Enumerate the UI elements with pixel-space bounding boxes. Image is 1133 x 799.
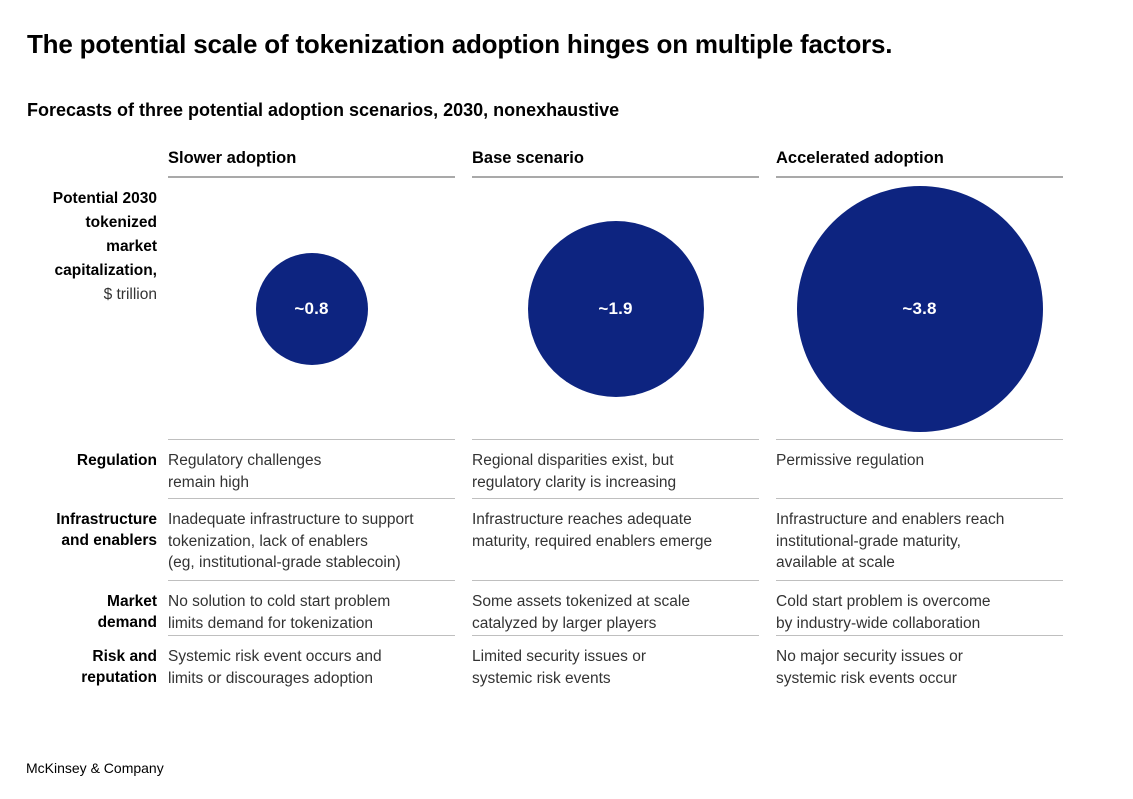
mckinsey-company-logo: McKinsey & Company [26,760,164,776]
cell-market-demand-base: Some assets tokenized at scale catalyzed… [472,580,759,634]
column-header-accelerated-adoption: Accelerated adoption [776,149,1063,178]
cell-regulation-accelerated: Permissive regulation [776,439,1063,472]
value-axis-label: Potential 2030 tokenized market capitali… [20,187,157,307]
cell-regulation-base: Regional disparities exist, but regulato… [472,439,759,493]
factor-label-infrastructure: Infrastructure and enablers [56,511,157,549]
value-axis-label-main: Potential 2030 tokenized market capitali… [52,190,157,279]
cell-infrastructure-slower: Inadequate infrastructure to support tok… [168,498,455,574]
value-axis-unit: $ trillion [103,286,157,303]
bubble-area-base-scenario: ~1.9 [472,179,759,439]
factor-label-regulation: Regulation [76,452,157,469]
cell-market-demand-slower: No solution to cold start problem limits… [168,580,455,634]
page-title: The potential scale of tokenization adop… [27,29,893,59]
cell-risk-reputation-slower: Systemic risk event occurs and limits or… [168,635,455,689]
cell-infrastructure-base: Infrastructure reaches adequate maturity… [472,498,759,552]
bubble-value-accelerated-adoption: ~3.8 [902,299,937,318]
cell-infrastructure-accelerated: Infrastructure and enablers reach instit… [776,498,1063,574]
bubble-value-slower-adoption: ~0.8 [294,299,329,318]
bubble-area-accelerated-adoption: ~3.8 [776,179,1063,439]
bubble-area-slower-adoption: ~0.8 [168,179,455,439]
cell-market-demand-accelerated: Cold start problem is overcome by indust… [776,580,1063,634]
bubble-base-scenario: ~1.9 [527,221,704,397]
factor-label-risk-reputation: Risk and reputation [81,648,157,686]
bubble-accelerated-adoption: ~3.8 [796,186,1043,432]
factor-label-market-demand: Market demand [97,593,157,631]
bubble-slower-adoption: ~0.8 [255,253,368,365]
column-header-base-scenario: Base scenario [472,149,759,178]
page-subtitle: Forecasts of three potential adoption sc… [27,100,620,120]
cell-risk-reputation-base: Limited security issues or systemic risk… [472,635,759,689]
cell-regulation-slower: Regulatory challenges remain high [168,439,455,493]
bubble-value-base-scenario: ~1.9 [598,299,633,318]
column-header-slower-adoption: Slower adoption [168,149,455,178]
cell-risk-reputation-accelerated: No major security issues or systemic ris… [776,635,1063,689]
